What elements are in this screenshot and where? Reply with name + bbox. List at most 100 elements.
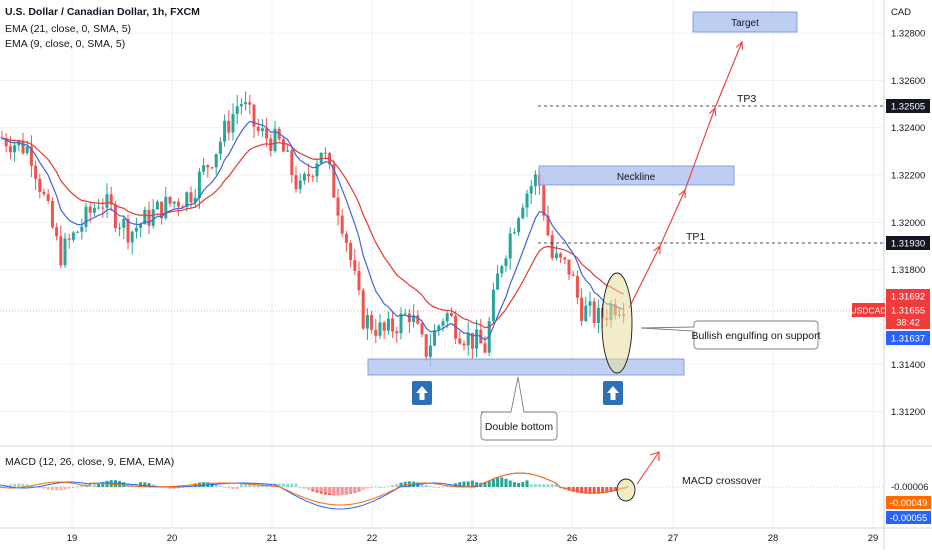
candle (365, 308, 369, 341)
macd-hist-bar (542, 484, 546, 487)
candle-body (542, 185, 546, 216)
candle (559, 252, 563, 263)
symbol-tag: USDCAD (851, 303, 886, 317)
macd-hist-bar (202, 482, 206, 487)
candle (181, 204, 185, 208)
candle-body (437, 325, 441, 331)
macd-hist-bar (55, 487, 59, 491)
candle (470, 332, 474, 359)
candle (357, 261, 361, 296)
tp1-price-tag-text: 1.31930 (891, 239, 925, 250)
chart-title: U.S. Dollar / Canadian Dollar, 1h, FXCM (5, 6, 200, 18)
macd-hist-bar (164, 487, 168, 489)
macd-hist-bar (168, 487, 172, 489)
candle-body (252, 104, 256, 127)
candle (231, 103, 235, 141)
candle (403, 308, 407, 315)
candle (168, 196, 172, 207)
candle-body (332, 164, 336, 198)
macd-hist-bar (475, 482, 479, 487)
candle (59, 225, 63, 269)
candle (479, 318, 483, 344)
candle-body (76, 231, 80, 233)
candle (483, 336, 487, 354)
candle (42, 188, 46, 197)
candle-body (206, 165, 210, 168)
candle-body (281, 139, 285, 152)
candle-body (151, 209, 155, 226)
candle (588, 291, 592, 317)
macd-hist-bar (294, 483, 298, 487)
candle (80, 218, 84, 240)
candle (386, 311, 390, 335)
candle-body (63, 238, 67, 266)
candle-body (491, 289, 495, 322)
price-axis: CAD 1.32800 1.32600 1.32400 1.32200 1.32000 1.… (851, 7, 930, 418)
up-arrow-icon-glyph (607, 386, 619, 400)
candle (315, 158, 319, 183)
macd-hist-bar (218, 485, 222, 487)
candle-body (470, 332, 474, 349)
macd-hist-bar (139, 482, 143, 487)
candle-body (34, 165, 38, 179)
up-arrow-icon (412, 381, 432, 405)
candle (71, 230, 75, 243)
candle-body (50, 200, 54, 228)
macd-hist-bar (25, 484, 29, 487)
macd-hist-bar (613, 487, 617, 491)
macd-hist-bar (252, 483, 256, 487)
macd-line-tag-text: -0.00055 (890, 513, 928, 524)
candle (500, 264, 504, 278)
candle (206, 164, 210, 178)
macd-hist-bar (470, 480, 474, 487)
projection-segment (714, 41, 743, 109)
candle-body (420, 323, 424, 335)
candle-body (307, 174, 311, 177)
signal-line (0, 472, 629, 506)
date-tick-label: 27 (668, 533, 679, 544)
candle-body (353, 260, 357, 271)
projection-segment (684, 107, 716, 191)
candle-body (370, 315, 374, 330)
candle-body (92, 207, 96, 213)
macd-hist-bar (433, 486, 437, 488)
macd-hist-bar (466, 481, 470, 487)
price-tick-label: 1.32000 (891, 218, 925, 229)
candle (575, 270, 579, 305)
candle (298, 173, 302, 194)
candle-body (214, 153, 218, 168)
candle-body (521, 207, 525, 219)
macd-hist-bar (223, 487, 227, 488)
candle (344, 230, 348, 252)
candle (294, 166, 298, 193)
macd-line-tag: -0.00055 (886, 511, 931, 524)
candle (218, 137, 222, 161)
macd-hist-bar (235, 487, 239, 490)
candle-body (525, 193, 529, 208)
candle-body (0, 137, 4, 139)
candle (504, 255, 508, 273)
candle-body (172, 201, 176, 204)
candle-body (462, 343, 466, 346)
candle-body (223, 120, 227, 142)
candle-body (433, 330, 437, 346)
candle-body (193, 197, 197, 203)
candle-body (143, 209, 147, 225)
candle-body (500, 266, 504, 274)
candle-body (176, 201, 180, 207)
macd-hist-bar (449, 484, 453, 487)
candle (97, 198, 101, 210)
candle (517, 216, 521, 237)
candle-body (563, 257, 567, 260)
candle-body (580, 297, 584, 322)
low-price-tag: 1.31637 (886, 331, 930, 345)
macd-hist-bar (546, 484, 550, 487)
candle-body (139, 224, 143, 228)
candle-body (399, 313, 403, 334)
candle-body (59, 236, 63, 266)
time-axis: 19 20 21 22 23 26 27 28 29 (67, 533, 879, 544)
candle (101, 198, 105, 218)
